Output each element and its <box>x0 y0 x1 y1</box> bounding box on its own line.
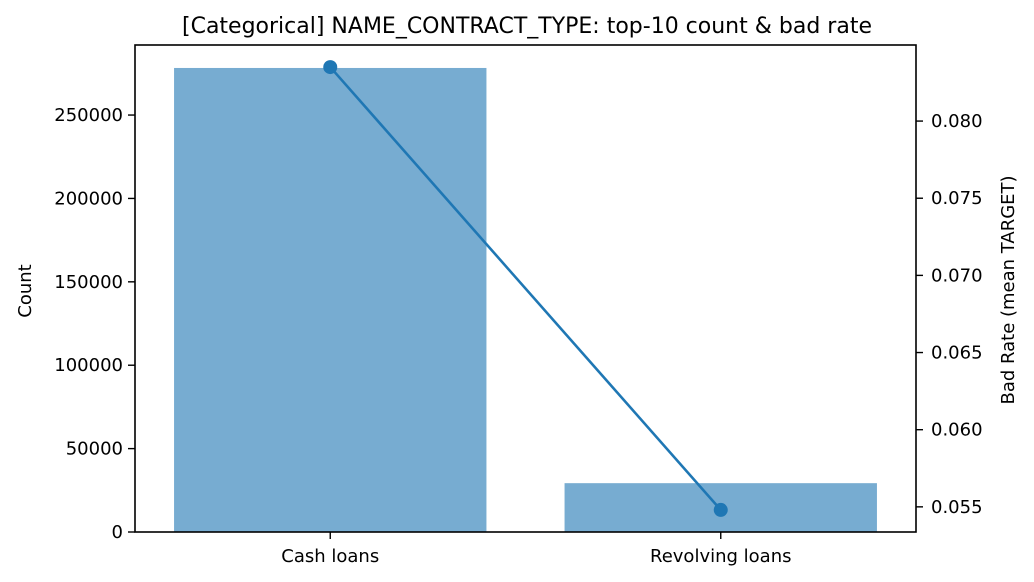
y-left-tick-label-4: 200000 <box>54 188 123 209</box>
x-tick-label-1: Revolving loans <box>650 546 791 567</box>
plot-frame <box>134 44 917 533</box>
y-right-tick-label-2: 0.065 <box>931 343 983 364</box>
y-left-tick-label-0: 0 <box>112 522 123 543</box>
bars-layer <box>174 67 877 532</box>
y-right-tick-label-0: 0.055 <box>931 497 983 518</box>
y-right-tick-label-5: 0.080 <box>931 111 983 132</box>
y-right-axis-title: Bad Rate (mean TARGET) <box>998 175 1019 404</box>
y-left-tick-label-2: 100000 <box>54 355 123 376</box>
bad-rate-line-layer <box>323 60 728 517</box>
y-left-tick-label-5: 250000 <box>54 105 123 126</box>
x-tick-label-0: Cash loans <box>281 546 379 567</box>
y-right-tick-label-3: 0.070 <box>931 265 983 286</box>
y-left-tick-label-1: 50000 <box>66 439 123 460</box>
y-left-axis-title: Count <box>15 264 36 317</box>
bad-rate-point-0 <box>323 60 338 75</box>
bad-rate-line <box>329 66 722 511</box>
y-left-tick-label-3: 150000 <box>54 272 123 293</box>
bar-0 <box>174 67 487 532</box>
chart-title: [Categorical] NAME_CONTRACT_TYPE: top-10… <box>182 14 872 39</box>
bad-rate-point-1 <box>713 502 728 517</box>
axes-layer: 0 50000 100000 150000 200000 250000 0.055 0.060… <box>54 44 983 567</box>
y-right-tick-label-4: 0.075 <box>931 188 983 209</box>
y-right-tick-label-1: 0.060 <box>931 420 983 441</box>
